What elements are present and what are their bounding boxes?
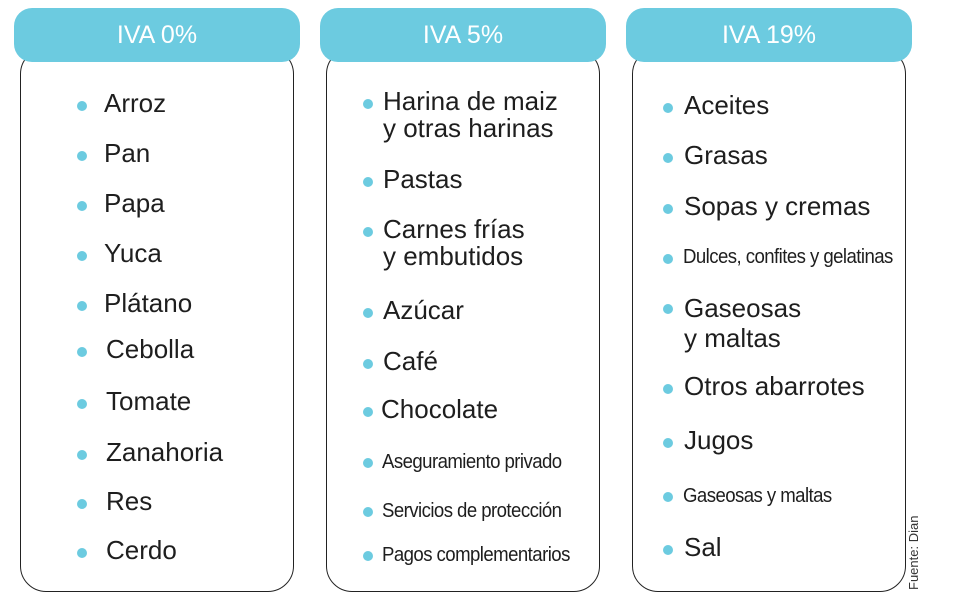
bullet-icon [663, 304, 673, 314]
bullet-icon [77, 151, 87, 161]
column-header: IVA 5% [320, 8, 606, 62]
bullet-icon [77, 499, 87, 509]
bullet-icon [363, 177, 373, 187]
column-box [632, 48, 906, 592]
bullet-icon [77, 347, 87, 357]
bullet-icon [663, 438, 673, 448]
column-header: IVA 19% [626, 8, 912, 62]
bullet-icon [363, 359, 373, 369]
bullet-icon [663, 384, 673, 394]
bullet-icon [363, 308, 373, 318]
bullet-icon [77, 450, 87, 460]
bullet-icon [363, 458, 373, 468]
bullet-icon [77, 101, 87, 111]
bullet-icon [663, 153, 673, 163]
bullet-icon [77, 399, 87, 409]
bullet-icon [663, 492, 673, 502]
column-iva-19: IVA 19% Aceites Grasas Sopas y cremas Du… [626, 8, 912, 594]
column-box [20, 48, 294, 592]
column-iva-5: IVA 5% Harina de maiz y otras harinas Pa… [320, 8, 606, 594]
bullet-icon [363, 407, 373, 417]
bullet-icon [77, 251, 87, 261]
bullet-icon [663, 545, 673, 555]
bullet-icon [363, 227, 373, 237]
bullet-icon [77, 301, 87, 311]
bullet-icon [77, 548, 87, 558]
bullet-icon [77, 201, 87, 211]
column-iva-0: IVA 0% Arroz Pan Papa Yuca Plátano Cebol… [14, 8, 300, 594]
bullet-icon [663, 254, 673, 264]
bullet-icon [363, 507, 373, 517]
bullet-icon [663, 204, 673, 214]
bullet-icon [663, 103, 673, 113]
bullet-icon [363, 551, 373, 561]
bullet-icon [363, 99, 373, 109]
column-header: IVA 0% [14, 8, 300, 62]
